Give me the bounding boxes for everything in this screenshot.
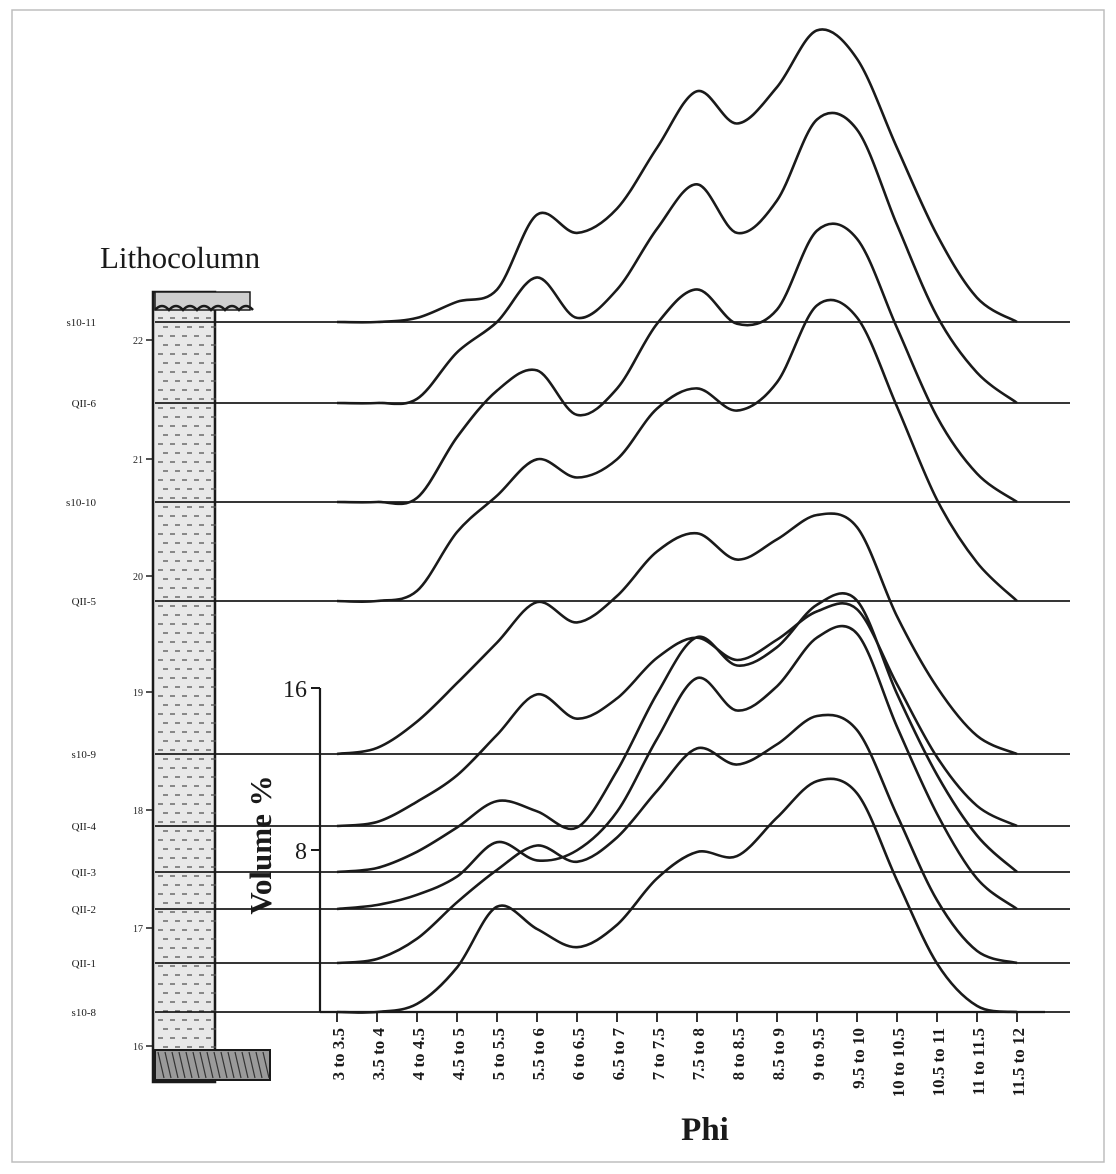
curve-QII-5 — [336, 298, 1018, 604]
sample-label: s10-9 — [72, 749, 97, 761]
curve-QII-4 — [336, 602, 1018, 828]
x-tick-label: 4 to 4.5 — [409, 1028, 428, 1080]
lithocolumn-title: Lithocolumn — [100, 240, 261, 275]
x-tick-label: 10 to 10.5 — [889, 1028, 908, 1097]
lithology-base-hatch — [241, 1051, 249, 1079]
x-tick-label: 10.5 to 11 — [929, 1028, 948, 1096]
x-tick-label: 7.5 to 8 — [689, 1028, 708, 1080]
lithology-base-hatch — [220, 1051, 228, 1079]
lithology-base-hatch — [199, 1051, 207, 1079]
lithology-base-hatch — [157, 1051, 165, 1079]
curve-QII-3 — [336, 592, 1018, 874]
lithology-base-hatch — [178, 1051, 186, 1079]
curve-s10-10 — [336, 222, 1018, 506]
x-tick-label: 6.5 to 7 — [609, 1028, 628, 1081]
lithology-base-hatch — [213, 1051, 221, 1079]
sample-label: QII-4 — [72, 821, 97, 833]
x-tick-label: 7 to 7.5 — [649, 1028, 668, 1080]
curve-s10-9 — [336, 512, 1018, 756]
sample-label: s10-8 — [72, 1007, 97, 1019]
lithology-base-hatch — [227, 1051, 235, 1079]
lithology-base-hatch — [234, 1051, 242, 1079]
y-tick-label: 8 — [295, 839, 307, 865]
curve-s10-11 — [336, 28, 1018, 324]
sample-label: QII-5 — [72, 596, 97, 608]
lithology-top-boundary — [154, 304, 254, 312]
x-tick-label: 5 to 5.5 — [489, 1028, 508, 1080]
x-tick-label: 8 to 8.5 — [729, 1028, 748, 1080]
x-tick-label: 5.5 to 6 — [529, 1028, 548, 1080]
x-tick-label: 11 to 11.5 — [969, 1028, 988, 1096]
curve-QII-6 — [336, 111, 1018, 406]
sample-label: s10-11 — [66, 317, 96, 329]
curve-QII-1 — [336, 713, 1018, 965]
x-tick-label: 9.5 to 10 — [849, 1028, 868, 1089]
x-tick-label: 3.5 to 4 — [369, 1028, 388, 1081]
depth-tick-label: 16 — [133, 1042, 143, 1053]
x-tick-label: 4.5 to 5 — [449, 1028, 468, 1080]
lithology-base-hatch — [171, 1051, 179, 1079]
curve-s10-8 — [336, 777, 1018, 1014]
x-tick-label: 11.5 to 12 — [1009, 1028, 1028, 1096]
depth-tick-label: 22 — [133, 336, 143, 347]
depth-tick-label: 19 — [133, 688, 143, 699]
y-axis: 8 16 — [283, 677, 322, 1012]
curves — [336, 28, 1018, 1014]
lithology-base-hatch — [164, 1051, 172, 1079]
depth-tick-label: 18 — [133, 806, 143, 817]
lithology-base-hatch — [192, 1051, 200, 1079]
x-axis-label: Phi — [681, 1112, 729, 1148]
lithocolumn: 22 21 20 19 18 17 16 — [133, 290, 271, 1084]
curve-QII-2 — [336, 624, 1018, 911]
sample-label: s10-10 — [66, 497, 96, 509]
sample-label: QII-6 — [72, 398, 97, 410]
lithology-base-hatch — [185, 1051, 193, 1079]
sample-labels: s10-11 QII-6 s10-10 QII-5 s10-9 QII-4 QII-3 QII… — [66, 317, 96, 1019]
y-axis-label: Volume % — [243, 775, 278, 914]
x-tick-label: 3 to 3.5 — [329, 1028, 348, 1080]
lithology-base-hatch — [206, 1051, 214, 1079]
lithology-base-hatch — [255, 1051, 263, 1079]
depth-tick-label: 20 — [133, 572, 143, 583]
x-tick-label: 9 to 9.5 — [809, 1028, 828, 1080]
x-tick-label: 8.5 to 9 — [769, 1028, 788, 1080]
y-tick-label: 16 — [283, 677, 307, 703]
x-tick-label: 6 to 6.5 — [569, 1028, 588, 1080]
depth-tick-label: 17 — [133, 924, 143, 935]
sample-label: QII-3 — [72, 867, 97, 879]
sample-label: QII-1 — [72, 958, 96, 970]
depth-tick-label: 21 — [133, 455, 143, 466]
sample-label: QII-2 — [72, 904, 96, 916]
lithology-base-hatch — [262, 1051, 270, 1079]
x-axis: 3 to 3.5 3.5 to 4 4 to 4.5 4.5 to 5 5 to 5.5… — [320, 1010, 1045, 1097]
lithology-base-hatch — [248, 1051, 256, 1079]
